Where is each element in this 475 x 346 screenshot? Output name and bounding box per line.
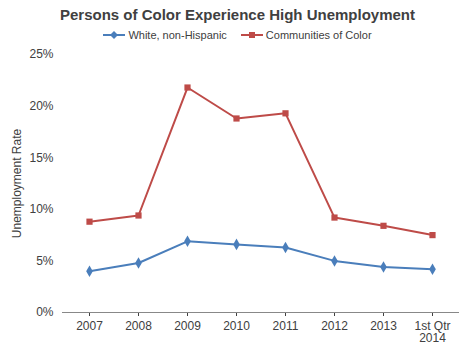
svg-text:2011: 2011 — [273, 319, 299, 333]
svg-text:2012: 2012 — [321, 319, 348, 333]
svg-text:2009: 2009 — [174, 319, 201, 333]
svg-text:2007: 2007 — [76, 319, 103, 333]
svg-text:1st Qtr2014: 1st Qtr2014 — [414, 319, 450, 345]
html-text:Persons of Color Experience Hi: Persons of Color Experience High Unemplo… — [60, 6, 415, 23]
svg-text:20%: 20% — [29, 99, 53, 113]
svg-text:5%: 5% — [36, 254, 54, 268]
svg-text:2008: 2008 — [125, 319, 152, 333]
svg-text:2013: 2013 — [370, 319, 397, 333]
svg-text:2010: 2010 — [223, 319, 250, 333]
svg-text:10%: 10% — [29, 202, 53, 216]
svg-text:15%: 15% — [29, 151, 53, 165]
svg-text:25%: 25% — [29, 47, 53, 61]
html-text:Communities of Color: Communities of Color — [265, 29, 372, 41]
svg-text:0%: 0% — [36, 305, 54, 319]
svg-text:Unemployment Rate: Unemployment Rate — [10, 128, 24, 238]
html-text:White, non-Hispanic: White, non-Hispanic — [128, 29, 227, 41]
